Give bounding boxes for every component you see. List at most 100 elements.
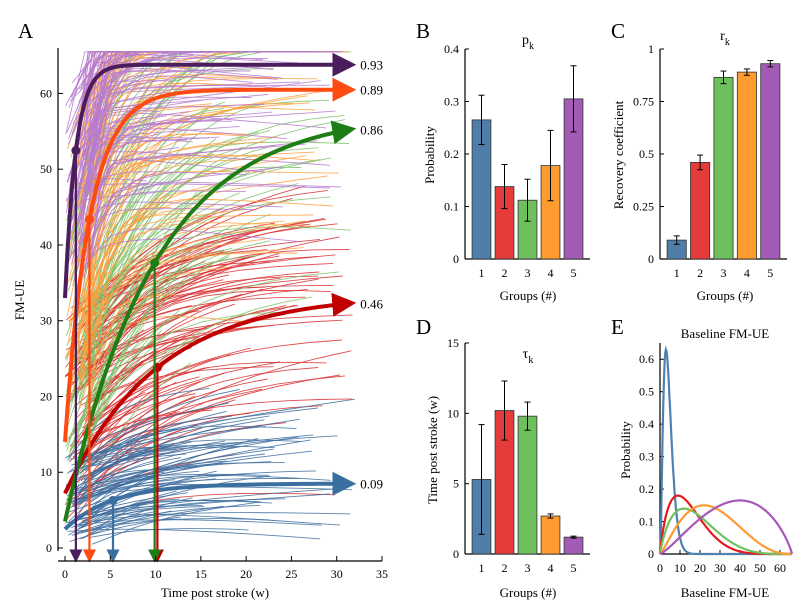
trajectory-group-5 bbox=[71, 115, 222, 265]
trajectory-group-5 bbox=[82, 99, 202, 157]
panel-c-xlabel: Groups (#) bbox=[697, 288, 754, 303]
trajectory-group-1 bbox=[67, 476, 157, 510]
panel-d-ylabel: Time post stroke (w) bbox=[425, 396, 440, 504]
trajectory-group-2 bbox=[80, 290, 331, 390]
panel-d-plot: 0 5 10 15 1 2 3 4 5 bbox=[447, 336, 590, 575]
trajectory-group-5 bbox=[78, 53, 299, 103]
panel-e-ylabel: Probability bbox=[618, 421, 633, 479]
fit-curve-group-5 bbox=[63, 52, 357, 299]
trajectory-group-4 bbox=[90, 199, 333, 301]
panel-a-trajectories bbox=[64, 51, 355, 545]
panel-b: B pk 0 0.1 0.2 0.3 0.4 1 2 3 4 5 Groups (#) Proba… bbox=[416, 19, 590, 303]
trajectory-group-3 bbox=[73, 192, 240, 451]
panel-d: D τk 0 5 10 15 1 2 3 4 5 Groups (#) Time post st… bbox=[416, 315, 590, 600]
density-curve-group-5 bbox=[659, 499, 794, 556]
panel-a-x-tick-label: 20 bbox=[240, 567, 252, 581]
D-plot-bar-5 bbox=[563, 536, 584, 555]
trajectory-group-3 bbox=[77, 183, 299, 338]
trajectory-group-2 bbox=[81, 197, 293, 360]
trajectory-group-2 bbox=[83, 347, 251, 429]
trajectory-group-2 bbox=[91, 255, 280, 382]
panel-a-letter: A bbox=[18, 19, 34, 43]
panel-a-x-tick-label: 5 bbox=[107, 567, 113, 581]
B-plot-x-tick-label: 4 bbox=[548, 266, 554, 280]
trajectory-group-5 bbox=[86, 166, 282, 268]
panel-d-letter: D bbox=[416, 315, 431, 339]
panel-c-ylabel: Recovery coefficient bbox=[611, 100, 626, 209]
trajectory-group-1 bbox=[68, 490, 177, 536]
trajectory-group-1 bbox=[89, 528, 249, 539]
trajectory-group-3 bbox=[71, 330, 162, 485]
trajectory-group-1 bbox=[75, 493, 331, 520]
trajectory-group-4 bbox=[72, 158, 268, 363]
trajectory-group-2 bbox=[89, 398, 352, 449]
fit-curve-group-3 bbox=[63, 120, 357, 522]
panel-e-y-tick-label: 0.5 bbox=[639, 385, 654, 399]
panel-e-x-tick-label: 60 bbox=[774, 561, 786, 575]
trajectory-group-1 bbox=[77, 505, 224, 533]
B-plot-y-tick-label: 0.2 bbox=[444, 147, 459, 161]
panel-e-x-tick-label: 30 bbox=[714, 561, 726, 575]
trajectory-group-1 bbox=[69, 387, 210, 458]
trajectory-group-1 bbox=[66, 457, 181, 501]
panel-c-plot: 0 0.25 0.5 0.75 1 1 2 3 4 5 bbox=[633, 42, 787, 280]
trajectory-group-5 bbox=[82, 183, 331, 259]
C-plot-bar-2 bbox=[690, 161, 711, 260]
tau-marker-group-3 bbox=[150, 258, 160, 268]
trajectory-group-1 bbox=[71, 434, 314, 481]
B-plot-y-tick-label: 0 bbox=[453, 252, 459, 266]
trajectory-group-5 bbox=[68, 80, 139, 108]
trajectory-group-4 bbox=[77, 222, 315, 338]
D-plot-y-tick-label: 5 bbox=[453, 477, 459, 491]
trajectory-group-1 bbox=[79, 410, 227, 474]
C-plot-y-tick-label: 1 bbox=[648, 42, 654, 56]
trajectory-group-5 bbox=[66, 110, 160, 183]
trajectory-group-4 bbox=[72, 214, 314, 394]
trajectory-group-4 bbox=[80, 220, 285, 389]
trajectory-group-1 bbox=[77, 425, 266, 460]
trajectory-group-3 bbox=[78, 362, 192, 508]
trajectory-group-4 bbox=[89, 315, 247, 392]
recovery-label-group-2: 0.46 bbox=[360, 296, 383, 311]
D-plot-x-tick-label: 5 bbox=[571, 561, 577, 575]
trajectory-group-1 bbox=[75, 519, 322, 526]
trajectory-group-5 bbox=[65, 177, 147, 202]
panel-a-x-tick-label: 0 bbox=[62, 567, 68, 581]
panel-e-plot: 0 0.1 0.2 0.3 0.4 0.5 0.6 0 10 20 30 40 50 60 bbox=[639, 343, 794, 575]
trajectory-group-4 bbox=[77, 103, 212, 333]
recovery-label-group-1: 0.09 bbox=[360, 477, 383, 492]
trajectory-group-2 bbox=[80, 361, 327, 467]
panel-e-x-tick-label: 20 bbox=[694, 561, 706, 575]
trajectory-group-2 bbox=[84, 367, 207, 427]
trajectory-group-5 bbox=[80, 190, 246, 244]
fit-curve-group-2 bbox=[63, 292, 357, 495]
D-plot-bar-3 bbox=[517, 415, 538, 555]
C-plot-y-tick-label: 0.5 bbox=[639, 147, 654, 161]
D-plot-x-tick-label: 3 bbox=[525, 561, 531, 575]
trajectory-group-2 bbox=[82, 376, 200, 428]
B-plot-x-tick-label: 3 bbox=[525, 266, 531, 280]
panel-b-title: pk bbox=[522, 33, 534, 52]
C-plot-x-tick-label: 1 bbox=[674, 266, 680, 280]
C-plot-bar-3 bbox=[713, 76, 734, 260]
C-plot-x-tick-label: 2 bbox=[697, 266, 703, 280]
panel-b-ylabel: Probability bbox=[422, 126, 437, 184]
trajectory-group-4 bbox=[80, 66, 191, 206]
trajectory-group-4 bbox=[85, 266, 228, 410]
C-plot-y-tick-label: 0 bbox=[648, 252, 654, 266]
trajectory-group-2 bbox=[76, 217, 325, 333]
panel-e-y-tick-label: 0.6 bbox=[639, 352, 654, 366]
trajectory-group-5 bbox=[86, 158, 265, 268]
trajectory-group-5 bbox=[82, 128, 288, 242]
trajectory-group-5 bbox=[82, 136, 220, 171]
panel-a-ylabel: FM-UE bbox=[12, 280, 27, 321]
trajectory-group-5 bbox=[71, 201, 283, 255]
trajectory-group-5 bbox=[84, 143, 306, 215]
panel-e: E Baseline FM-UE 0 0.1 0.2 0.3 0.4 0.5 0.6 0 10 2… bbox=[611, 315, 794, 600]
trajectory-group-4 bbox=[90, 294, 160, 374]
B-plot-y-tick-label: 0.1 bbox=[444, 200, 459, 214]
trajectory-group-1 bbox=[70, 453, 265, 503]
D-plot-x-tick-label: 1 bbox=[479, 561, 485, 575]
panel-e-y-tick-label: 0 bbox=[648, 547, 654, 561]
panel-a-y-tick-label: 60 bbox=[40, 86, 52, 100]
